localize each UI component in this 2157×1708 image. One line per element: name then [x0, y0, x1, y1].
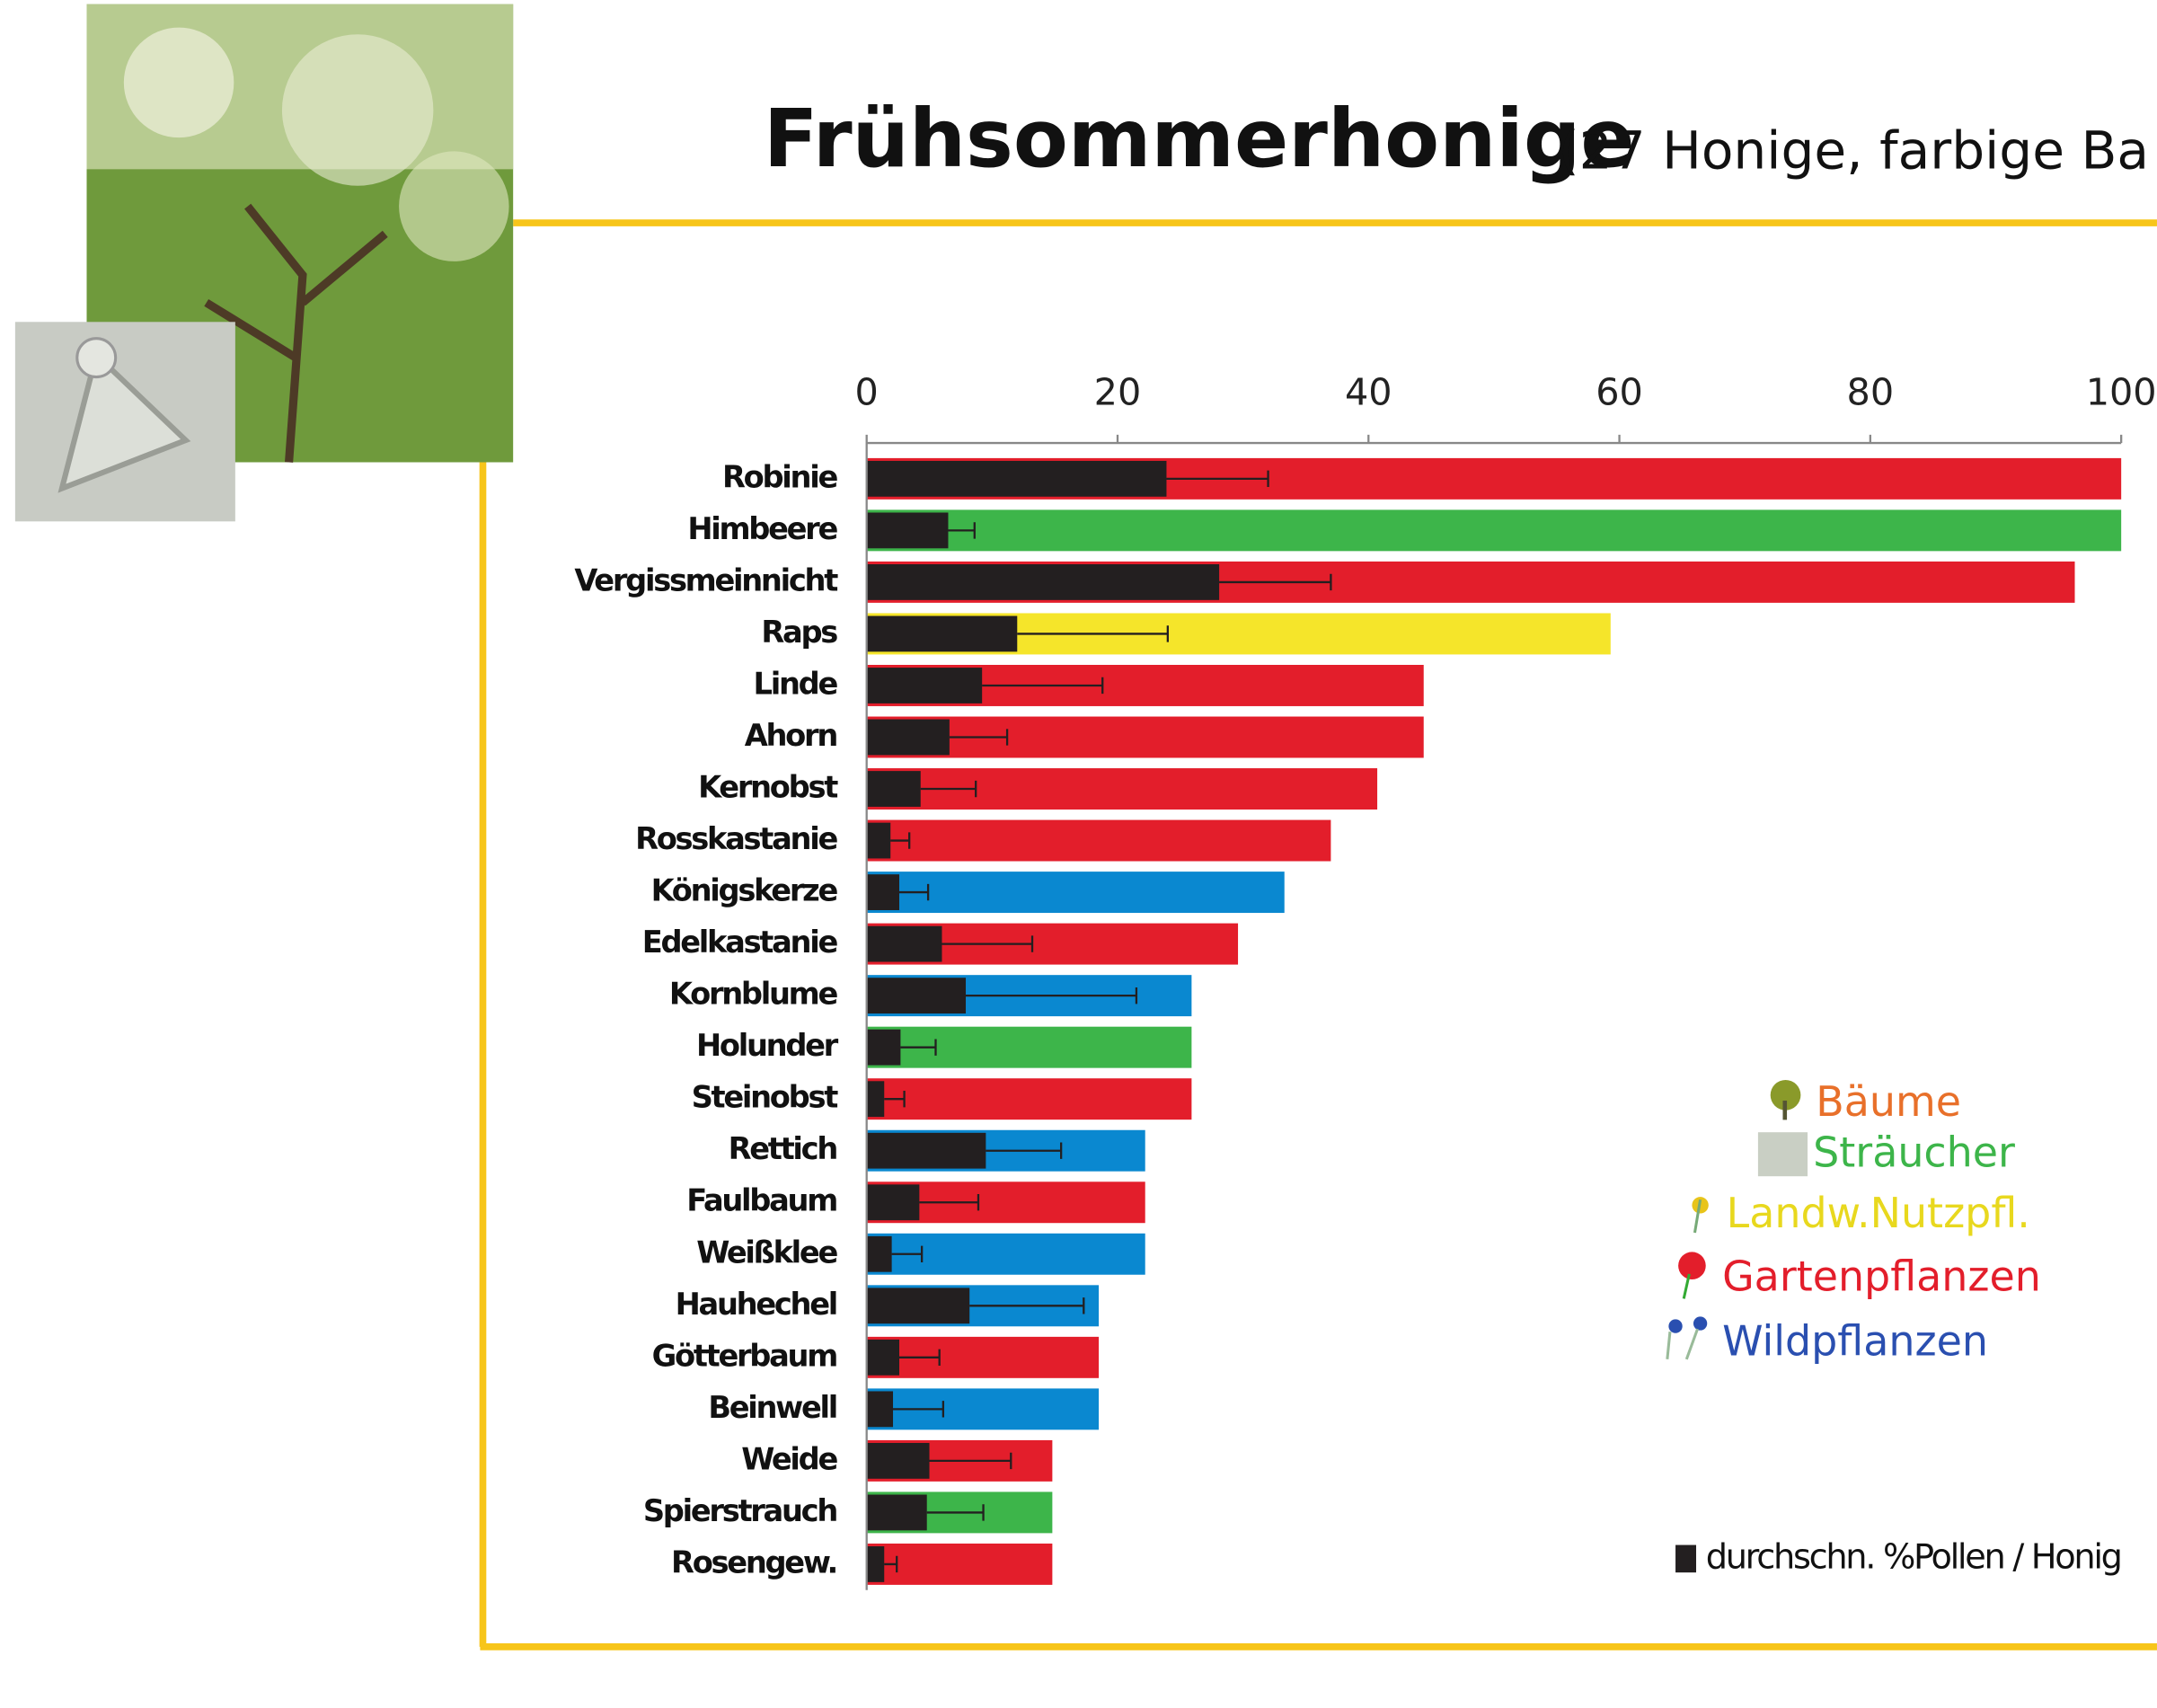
legend-group-label: Gartenpflanzen [1722, 1252, 2041, 1301]
legend-group-label: Wildpflanzen [1722, 1316, 1988, 1365]
x-tick-label: 60 [1596, 370, 1643, 413]
bar [867, 509, 2121, 551]
y-tick-label: Faulbaum [686, 1183, 836, 1218]
x-tick-label: 100 [2086, 370, 2157, 413]
mean-bar [867, 512, 949, 548]
y-tick-label: Götterbaum [652, 1338, 837, 1373]
legend-group-label: Sträucher [1813, 1128, 2015, 1177]
y-tick-label: Himbeere [687, 511, 837, 546]
mean-bar [867, 978, 966, 1013]
pollen-photo [15, 322, 235, 521]
mean-bar [867, 874, 899, 910]
mean-bar [867, 1236, 892, 1272]
mean-bar [867, 1495, 927, 1531]
bar [867, 820, 1331, 862]
y-tick-label: Beinwell [708, 1390, 836, 1425]
legend-group-label: Landw.Nutzpfl. [1727, 1189, 2030, 1237]
y-tick-label: Rosskastanie [635, 821, 837, 856]
chart: Frühsommerhonige (27 Honige, farbige Ba … [0, 0, 2157, 1708]
legend-label: durchschn. %Pollen / Honig [1706, 1536, 2121, 1577]
y-tick-label: Weide [741, 1441, 837, 1476]
y-tick-label: Edelkastanie [642, 925, 838, 960]
mean-bar [867, 1443, 930, 1479]
y-tick-label: Kernobst [698, 770, 838, 805]
bar [867, 872, 1285, 913]
mean-bar [867, 1133, 986, 1169]
mean-bar [867, 1546, 885, 1582]
mean-bar [867, 1030, 901, 1066]
y-tick-label: Weißklee [696, 1235, 837, 1270]
y-tick-label: Hauhechel [676, 1287, 836, 1322]
mean-bar [867, 771, 921, 807]
y-tick-label: Robinie [722, 459, 837, 494]
x-tick-label: 80 [1847, 370, 1895, 413]
y-tick-label: Spierstrauch [643, 1493, 836, 1528]
y-tick-label: Rosengew. [671, 1544, 836, 1580]
mean-bar [867, 616, 1018, 652]
bar [867, 1078, 1192, 1119]
y-tick-label: Rettich [729, 1131, 837, 1166]
page: Frühsommerhonige (27 Honige, farbige Ba … [0, 0, 2157, 1708]
mean-bar [867, 1081, 885, 1117]
mean-bar [867, 668, 982, 704]
mean-bar [867, 1288, 970, 1323]
x-tick-label: 40 [1345, 370, 1392, 413]
legend-swatch [1675, 1545, 1696, 1573]
mean-bar [867, 823, 891, 859]
chart-subtitle: (27 Honige, farbige Ba [1559, 120, 2149, 181]
mean-bar [867, 1184, 920, 1220]
legend-group-label: Bäume [1816, 1077, 1961, 1126]
y-tick-label: Königskerze [651, 873, 838, 908]
mean-bar [867, 461, 1167, 497]
mean-bar [867, 926, 942, 962]
x-tick-label: 20 [1094, 370, 1142, 413]
y-tick-label: Steinobst [692, 1080, 839, 1115]
y-tick-label: Kornblume [669, 977, 838, 1012]
y-tick-label: Raps [761, 615, 837, 650]
mean-bar [867, 720, 950, 756]
chart-title: Frühsommerhonige [764, 93, 1635, 185]
mean-bar [867, 1340, 899, 1376]
y-tick-label: Linde [754, 666, 838, 701]
mean-bar [867, 564, 1219, 600]
x-tick-label: 0 [855, 370, 879, 413]
y-tick-label: Ahorn [745, 718, 837, 753]
mean-bar [867, 1391, 893, 1427]
y-tick-label: Holunder [696, 1028, 839, 1063]
y-tick-label: Vergissmeinnicht [574, 562, 838, 597]
